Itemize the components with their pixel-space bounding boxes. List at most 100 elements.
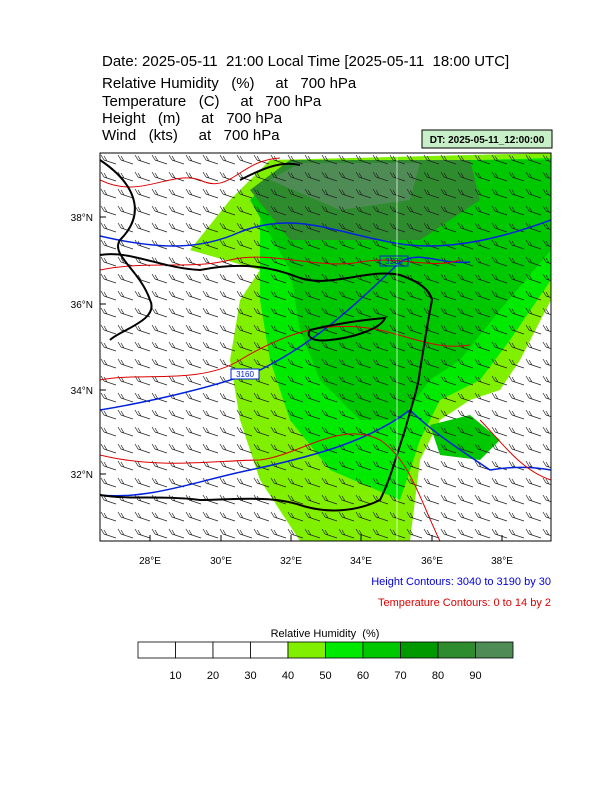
colorbar-box xyxy=(175,641,214,659)
wind-barb xyxy=(406,494,423,505)
wind-barb xyxy=(457,494,474,505)
wind-barb xyxy=(202,222,219,233)
lon-label: 38°E xyxy=(491,556,513,567)
wind-barb xyxy=(202,273,219,284)
wind-barb xyxy=(372,528,389,539)
contour-label: 3160 xyxy=(236,370,254,379)
wind-barb xyxy=(117,341,134,352)
dt-label: DT: 2025-05-11_12:00:00 xyxy=(430,135,545,146)
wind-barb xyxy=(304,375,321,386)
wind-barb xyxy=(440,273,457,284)
wind-barb xyxy=(440,375,457,386)
wind-barb xyxy=(542,443,551,452)
wind-barb xyxy=(287,205,304,216)
wind-barb xyxy=(117,477,134,488)
wind-barb xyxy=(474,188,491,199)
wind-barb xyxy=(100,205,117,216)
wind-barb xyxy=(270,528,287,539)
wind-barb xyxy=(423,358,440,369)
wind-barb xyxy=(440,426,457,437)
wind-barb xyxy=(151,341,168,352)
wind-barb xyxy=(321,188,338,199)
wind-barb xyxy=(185,205,202,216)
wind-barb xyxy=(474,341,491,352)
wind-barb xyxy=(202,392,219,403)
wind-barb xyxy=(151,511,168,522)
wind-barb xyxy=(491,205,508,216)
wind-barb xyxy=(355,290,372,301)
wind-barb xyxy=(491,171,508,182)
wind-barb xyxy=(117,205,134,216)
wind-barb xyxy=(457,426,474,437)
wind-barb xyxy=(168,409,185,420)
wind-barb xyxy=(287,528,304,539)
wind-barb xyxy=(423,477,440,488)
colorbar-box xyxy=(325,641,364,659)
wind-barb xyxy=(525,528,542,539)
wind-barb xyxy=(542,341,551,350)
wind-barb xyxy=(253,273,270,284)
wind-barb xyxy=(236,239,253,250)
wind-barb xyxy=(508,392,525,403)
wind-barb xyxy=(525,290,542,301)
wind-barb xyxy=(270,511,287,522)
wind-barb xyxy=(542,460,551,469)
wind-barb xyxy=(406,290,423,301)
wind-barb xyxy=(134,222,151,233)
wind-barb xyxy=(372,171,389,182)
wind-barb xyxy=(542,188,551,197)
wind-barb xyxy=(236,154,253,165)
wind-barb xyxy=(440,205,457,216)
wind-barb xyxy=(151,443,168,454)
wind-barb xyxy=(525,477,542,488)
wind-barb xyxy=(134,358,151,369)
wind-barb xyxy=(270,239,287,250)
wind-barb xyxy=(236,426,253,437)
wind-barb xyxy=(253,205,270,216)
wind-barb xyxy=(423,494,440,505)
wind-barb xyxy=(491,324,508,335)
wind-barb xyxy=(304,511,321,522)
wind-barb xyxy=(423,443,440,454)
wind-barb xyxy=(355,409,372,420)
temperature-contours xyxy=(100,157,551,541)
wind-barb xyxy=(100,171,117,182)
colorbar-box xyxy=(250,641,289,659)
wind-barb xyxy=(304,154,321,165)
wind-barb xyxy=(219,222,236,233)
wind-barb xyxy=(185,273,202,284)
wind-barb xyxy=(423,171,440,182)
wind-barb xyxy=(389,154,406,165)
wind-barb xyxy=(321,511,338,522)
wind-barb xyxy=(406,511,423,522)
wind-barb xyxy=(389,222,406,233)
wind-barb xyxy=(491,375,508,386)
wind-barb xyxy=(491,528,508,539)
wind-barb xyxy=(508,443,525,454)
wind-barb xyxy=(151,188,168,199)
wind-barb xyxy=(100,443,117,454)
wind-barb xyxy=(185,358,202,369)
temperature-contours-note: Temperature Contours: 0 to 14 by 2 xyxy=(378,597,551,609)
wind-barb xyxy=(474,290,491,301)
wind-barb xyxy=(525,324,542,335)
wind-barb xyxy=(236,511,253,522)
wind-barb xyxy=(287,188,304,199)
wind-barb xyxy=(202,154,219,165)
wind-barb xyxy=(270,392,287,403)
field-line: Temperature (C) at 700 hPa xyxy=(102,93,322,110)
wind-barb xyxy=(406,477,423,488)
wind-barb xyxy=(338,409,355,420)
wind-barb xyxy=(542,375,551,384)
wind-barb xyxy=(168,222,185,233)
wind-barb xyxy=(168,443,185,454)
wind-barb xyxy=(253,511,270,522)
colorbar-tick-label: 10 xyxy=(169,670,181,682)
wind-barb xyxy=(117,528,134,539)
wind-barb xyxy=(134,409,151,420)
wind-barb xyxy=(508,205,525,216)
lon-label: 34°E xyxy=(350,556,372,567)
wind-barb xyxy=(185,392,202,403)
wind-barb xyxy=(491,392,508,403)
wind-barb xyxy=(406,460,423,471)
